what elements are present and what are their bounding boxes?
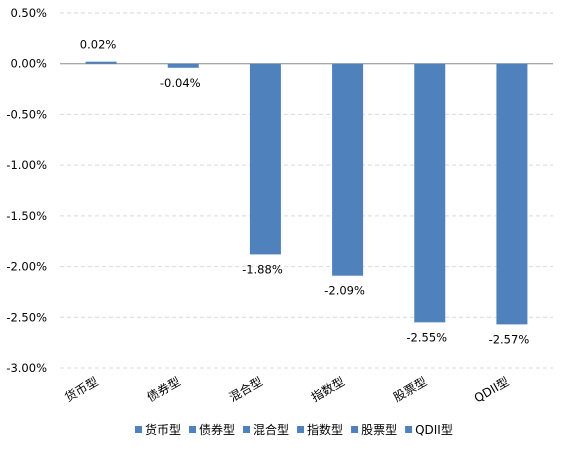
legend-label: 货币型: [145, 422, 181, 437]
x-axis-ticks: 货币型 债券型 混合型 指数型 股票型 QDII型: [62, 374, 512, 406]
y-tick-label: 0.50%: [10, 6, 47, 20]
data-label: -0.04%: [160, 76, 201, 90]
legend-swatch: [297, 426, 305, 433]
x-tick-label: 债券型: [144, 374, 183, 405]
legend-swatch: [189, 426, 197, 433]
data-label: -2.09%: [324, 284, 365, 298]
y-axis-ticks: 0.50% 0.00% -0.50% -1.00% -1.50% -2.00% -2.50%…: [6, 6, 47, 375]
y-tick-label: -1.50%: [6, 209, 47, 223]
bars: [85, 61, 528, 325]
legend-swatch: [405, 426, 413, 433]
bar-0: [85, 61, 117, 64]
data-label: -2.55%: [406, 330, 447, 344]
legend-label: 指数型: [307, 422, 343, 437]
legend-label: 债券型: [199, 422, 235, 437]
y-tick-label: -2.00%: [6, 260, 47, 274]
x-tick-label: 货币型: [62, 374, 101, 405]
data-label: -2.57%: [489, 332, 530, 346]
x-tick-label: QDII型: [472, 374, 512, 405]
y-tick-label: -2.50%: [6, 310, 47, 324]
x-tick-label: 指数型: [308, 374, 347, 405]
data-label: 0.02%: [80, 38, 117, 52]
data-label: -1.88%: [242, 262, 283, 276]
data-labels: 0.02% -0.04% -1.88% -2.09% -2.55% -2.57%: [80, 38, 530, 347]
bar-2: [249, 63, 281, 255]
legend-swatch: [135, 426, 142, 433]
legend-label: 混合型: [253, 422, 289, 437]
bar-5: [496, 63, 528, 325]
legend-swatch: [243, 426, 251, 433]
bar-1: [167, 63, 199, 68]
legend-swatch: [351, 426, 359, 433]
x-tick-label: 混合型: [226, 374, 265, 405]
y-tick-label: 0.00%: [10, 57, 47, 71]
y-tick-label: -0.50%: [6, 107, 47, 121]
gridlines: [60, 12, 553, 369]
y-tick-label: -1.00%: [6, 158, 47, 172]
x-tick-label: 股票型: [391, 374, 429, 404]
legend: 货币型 债券型 混合型 指数型 股票型 QDII型: [135, 422, 453, 437]
y-tick-label: -3.00%: [6, 361, 47, 375]
legend-label: 股票型: [361, 423, 397, 437]
bar-3: [332, 63, 364, 276]
bar-4: [414, 63, 446, 323]
legend-label: QDII型: [415, 423, 453, 437]
